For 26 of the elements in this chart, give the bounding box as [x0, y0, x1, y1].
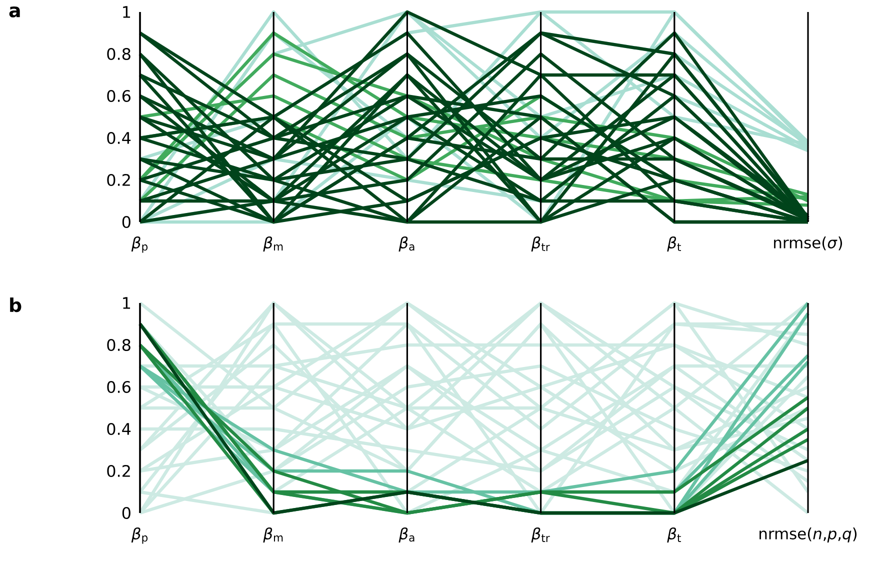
x-tick-label: β$_{tr}$: [531, 236, 550, 252]
x-tick-label: β$_{m}$: [263, 236, 283, 252]
y-tick-label: 0.4: [107, 422, 131, 436]
x-tick-label: β$_{p}$: [131, 236, 148, 253]
x-tick-label: β$_{a}$: [398, 236, 414, 252]
y-tick-label: 0.8: [107, 48, 130, 60]
y-tick-label: 0.4: [107, 132, 131, 144]
x-tick-label: β$_{t}$: [667, 236, 681, 252]
y-tick-label: 0.8: [107, 338, 130, 352]
y-tick-label: 0.6: [107, 380, 130, 394]
y-tick-label: 0.2: [107, 174, 130, 186]
y-tick-label: 0: [122, 506, 130, 520]
x-tick-label: β$_{t}$: [667, 528, 681, 543]
x-tick-label: β$_{m}$: [263, 528, 283, 543]
x-tick-label: β$_{a}$: [398, 528, 414, 543]
y-tick-label: 1: [123, 297, 130, 309]
chart-title: b: [10, 298, 22, 312]
x-tick-label: nrmse(σ): [774, 236, 842, 250]
x-tick-label: β$_{tr}$: [531, 528, 550, 543]
y-tick-label: 0: [122, 216, 130, 228]
x-tick-label: β$_{p}$: [131, 528, 148, 544]
y-tick-label: 1: [123, 6, 130, 18]
y-tick-label: 0.2: [107, 464, 130, 478]
x-tick-label: nrmse(n,p,q): [760, 528, 857, 542]
chart-title: a: [9, 6, 20, 18]
y-tick-label: 0.6: [107, 90, 130, 102]
